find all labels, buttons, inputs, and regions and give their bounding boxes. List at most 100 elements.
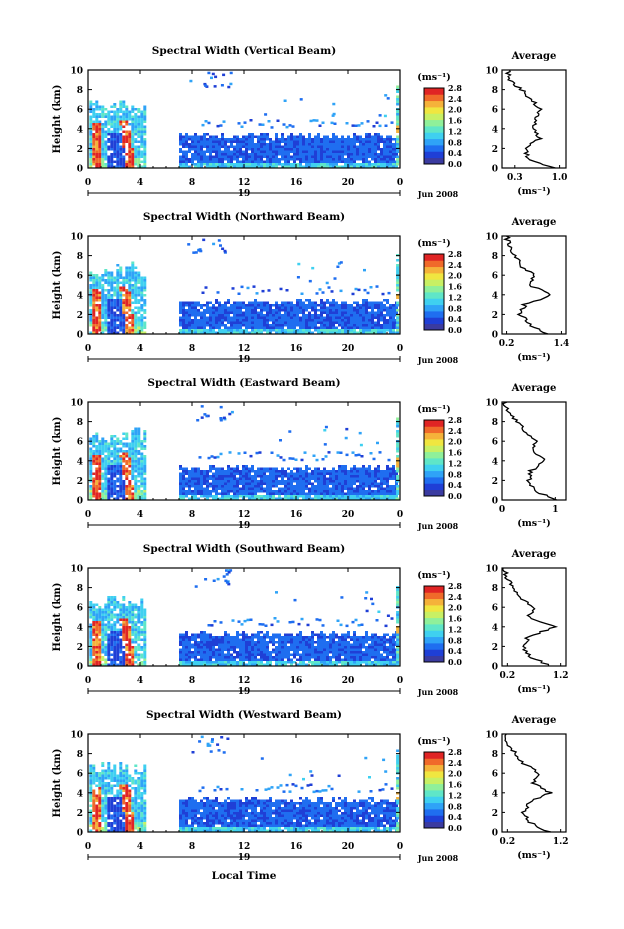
- heatmap-cell: [377, 301, 380, 304]
- heatmap-cell: [314, 477, 317, 480]
- heatmap-cell: [107, 621, 111, 624]
- heatmap-cell: [89, 656, 93, 659]
- heatmap-cell: [110, 115, 114, 118]
- heatmap-cell: [278, 480, 281, 483]
- heatmap-cell: [296, 480, 299, 483]
- heatmap-cell: [359, 470, 362, 473]
- heatmap-cell: [206, 138, 209, 141]
- heatmap-cell: [101, 618, 105, 621]
- heatmap-cell: [353, 163, 356, 166]
- heatmap-cell: [113, 276, 117, 279]
- average-y-tick-label: 10: [485, 233, 498, 243]
- heatmap-cell: [239, 482, 242, 485]
- heatmap-cell: [248, 495, 251, 498]
- heatmap-cell: [386, 472, 389, 475]
- heatmap-cell: [182, 495, 185, 498]
- heatmap-cell: [116, 281, 120, 284]
- heatmap-cell: [299, 467, 302, 470]
- heatmap-cell: [128, 140, 132, 143]
- heatmap-cell: [119, 311, 123, 314]
- heatmap-cell: [98, 465, 102, 468]
- heatmap-cell: [242, 492, 245, 495]
- heatmap-cell: [371, 324, 374, 327]
- heatmap-cell: [95, 477, 99, 480]
- heatmap-cell: [101, 314, 105, 317]
- heatmap-cell: [122, 155, 126, 158]
- heatmap-cell: [362, 316, 365, 319]
- heatmap-cell: [359, 163, 362, 166]
- heatmap-cell: [224, 314, 227, 317]
- heatmap-cell: [296, 311, 299, 314]
- heatmap-cell: [131, 309, 135, 312]
- heatmap-cell: [230, 304, 233, 307]
- heatmap-cell: [128, 455, 132, 458]
- heatmap-cell: [128, 608, 132, 611]
- heatmap-cell: [257, 158, 260, 161]
- heatmap-cell: [191, 155, 194, 158]
- heatmap-cell: [369, 286, 373, 289]
- heatmap-cell: [104, 480, 108, 483]
- heatmap-cell: [134, 276, 138, 279]
- heatmap-cell: [380, 470, 383, 473]
- heatmap-cell: [182, 648, 185, 651]
- heatmap-cell: [101, 105, 105, 108]
- heatmap-cell: [104, 150, 108, 153]
- colorbar-tick-label: 2.0: [448, 105, 462, 115]
- heatmap-cell: [386, 487, 389, 490]
- heatmap-cell: [218, 160, 221, 163]
- heatmap-cells: [89, 405, 400, 500]
- heatmap-cell: [389, 148, 392, 151]
- heatmap-cell: [89, 611, 93, 614]
- heatmap-cell: [293, 324, 296, 327]
- heatmap-cell: [248, 324, 251, 327]
- heatmap-cell: [335, 143, 338, 146]
- heatmap-cell: [323, 148, 326, 151]
- heatmap-cell: [137, 437, 141, 440]
- heatmap-cell: [233, 487, 236, 490]
- heatmap-cell: [323, 326, 326, 329]
- heatmap-cell: [263, 490, 266, 493]
- heatmap-cell: [251, 467, 254, 470]
- heatmap-cell: [140, 495, 144, 498]
- heatmap-cell: [218, 306, 221, 309]
- heatmap-cell: [131, 155, 135, 158]
- heatmap-cell: [110, 598, 114, 601]
- heatmap-cell: [233, 485, 236, 488]
- heatmap-cell: [194, 140, 197, 143]
- heatmap-cell: [194, 495, 197, 498]
- heatmap-cell: [263, 495, 266, 498]
- heatmap-cell: [267, 120, 271, 123]
- heatmap-cell: [344, 143, 347, 146]
- heatmap-cell: [119, 319, 123, 322]
- heatmap-cell: [380, 497, 383, 500]
- heatmap-cell: [287, 477, 290, 480]
- heatmap-cell: [113, 103, 117, 106]
- heatmap-cell: [122, 331, 126, 334]
- heatmap-cell: [98, 442, 102, 445]
- heatmap-cell: [101, 274, 105, 277]
- heatmap-cell: [257, 470, 260, 473]
- heatmap-cell: [89, 442, 93, 445]
- heatmap-cell: [140, 598, 144, 601]
- heatmap-cell: [110, 661, 114, 664]
- heatmap-cell: [137, 148, 141, 151]
- heatmap-cell: [368, 477, 371, 480]
- heatmap-cell: [333, 277, 337, 280]
- heatmap-cell: [107, 321, 111, 324]
- heatmap-cell: [362, 477, 365, 480]
- heatmap-cell: [335, 153, 338, 156]
- heatmap-cell: [110, 450, 114, 453]
- heatmap-cell: [383, 165, 386, 168]
- heatmap-cell: [125, 445, 129, 448]
- heatmap-cell: [95, 626, 99, 629]
- heatmap-cell: [179, 138, 182, 141]
- heatmap-cell: [275, 165, 278, 168]
- heatmap-cell: [113, 331, 117, 334]
- heatmap-cell: [368, 140, 371, 143]
- heatmap-cell: [128, 465, 132, 468]
- heatmap-cell: [89, 153, 93, 156]
- heatmap-cell: [275, 319, 278, 322]
- heatmap-cell: [299, 145, 302, 148]
- heatmap-cell: [200, 326, 203, 329]
- heatmap-cell: [362, 158, 365, 161]
